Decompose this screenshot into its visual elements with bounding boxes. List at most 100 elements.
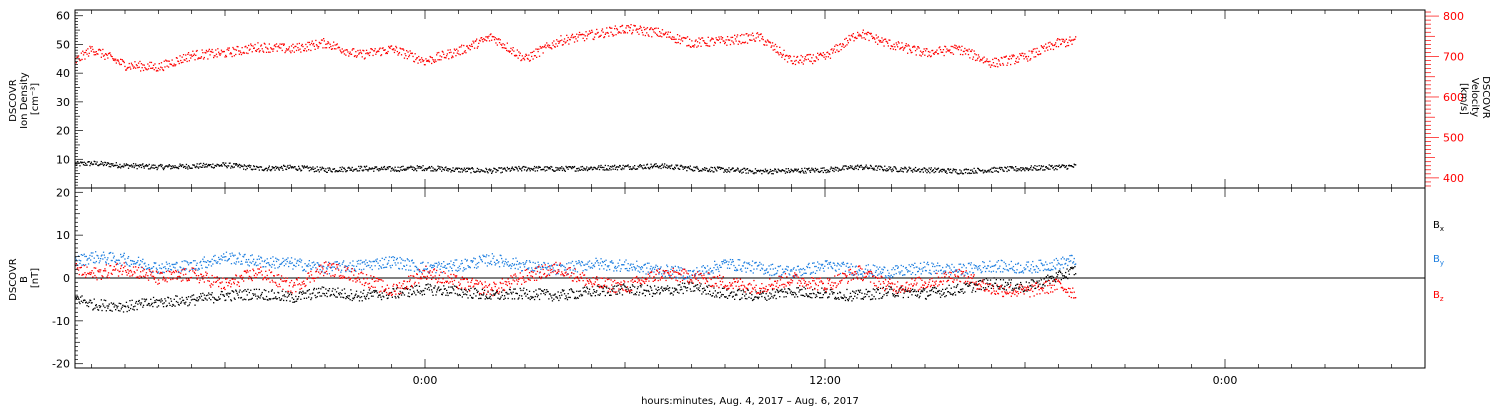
ion-density-point xyxy=(735,169,737,171)
velocity-point xyxy=(624,32,626,34)
bx-point xyxy=(245,298,247,301)
ion-density-point xyxy=(634,165,636,167)
ion-density-point xyxy=(648,167,650,170)
velocity-point xyxy=(671,36,674,38)
ion-density-point xyxy=(141,164,143,166)
velocity-point xyxy=(820,53,822,55)
bx-point xyxy=(977,284,979,286)
by-point xyxy=(275,257,277,259)
bx-point xyxy=(316,296,318,298)
ion-density-point xyxy=(859,166,861,168)
by-point xyxy=(471,261,473,263)
bx-point xyxy=(120,308,122,310)
by-point xyxy=(418,269,420,271)
ion-density-point xyxy=(241,165,243,167)
velocity-point xyxy=(625,27,627,29)
bx-point xyxy=(325,292,328,294)
ion-density-point xyxy=(724,170,726,172)
by-point xyxy=(135,263,137,265)
ion-density-point xyxy=(528,168,531,170)
ion-density-point xyxy=(967,168,970,171)
ion-density-point xyxy=(115,162,117,164)
by-point xyxy=(377,262,379,264)
by-point xyxy=(400,262,402,264)
velocity-point xyxy=(170,63,172,65)
bx-point xyxy=(459,294,461,296)
velocity-point xyxy=(922,53,924,55)
ion-density-point xyxy=(1032,166,1035,168)
bx-point xyxy=(692,290,694,292)
bx-point xyxy=(1015,287,1017,289)
ion-density-point xyxy=(516,168,518,170)
ion-density-point xyxy=(127,167,130,169)
ion-density-point xyxy=(737,168,739,170)
velocity-point xyxy=(383,49,385,51)
bx-point xyxy=(923,289,925,291)
bx-point xyxy=(625,288,627,291)
ion-density-point xyxy=(80,161,82,163)
bx-point xyxy=(549,293,551,295)
ion-density-point xyxy=(178,165,180,167)
velocity-point xyxy=(696,46,698,48)
velocity-point xyxy=(1072,39,1074,41)
bx-point xyxy=(253,294,255,296)
velocity-point xyxy=(744,42,746,44)
bx-point xyxy=(372,295,374,297)
bx-point xyxy=(635,294,637,296)
velocity-point xyxy=(548,46,550,48)
velocity-point xyxy=(728,39,730,41)
ion-density-point xyxy=(779,170,782,172)
ion-density-point xyxy=(152,167,154,169)
velocity-point xyxy=(937,53,940,55)
by-point xyxy=(321,270,323,272)
velocity-point xyxy=(522,57,524,60)
bx-point xyxy=(1034,287,1036,290)
ion-density-point xyxy=(837,170,839,172)
bx-point xyxy=(875,291,877,293)
velocity-point xyxy=(654,27,656,30)
ion-density-point xyxy=(478,168,480,171)
velocity-point xyxy=(470,45,472,47)
velocity-point xyxy=(248,49,250,51)
bx-point xyxy=(526,293,529,295)
ion-density-point xyxy=(565,165,567,168)
bx-point xyxy=(946,287,948,289)
bx-point xyxy=(178,304,180,306)
velocity-point xyxy=(984,61,987,63)
by-point xyxy=(415,265,417,268)
velocity-point xyxy=(906,45,908,47)
velocity-point xyxy=(833,48,835,50)
ion-density-point xyxy=(766,171,768,173)
ion-density-point xyxy=(1040,165,1042,167)
ion-density-point xyxy=(297,169,299,171)
by-point xyxy=(130,263,133,265)
ion-density-point xyxy=(875,165,877,167)
ion-density-point xyxy=(856,165,858,167)
bx-point xyxy=(573,297,576,300)
ion-density-point xyxy=(577,170,579,172)
by-point xyxy=(99,260,101,262)
ion-density-point xyxy=(339,166,341,169)
by-point xyxy=(75,259,77,261)
bx-point xyxy=(956,285,958,287)
by-point xyxy=(112,257,115,259)
velocity-point xyxy=(805,59,807,61)
bx-point xyxy=(643,289,645,291)
ion-density-point xyxy=(1050,165,1052,167)
velocity-point xyxy=(1051,43,1053,45)
ion-density-point xyxy=(373,167,376,170)
ion-density-point xyxy=(574,170,576,172)
velocity-point xyxy=(835,44,837,46)
velocity-point xyxy=(145,68,147,70)
velocity-point xyxy=(585,31,587,33)
velocity-point xyxy=(1063,41,1065,43)
by-point xyxy=(107,263,110,265)
velocity-point xyxy=(907,52,909,54)
by-point xyxy=(205,266,207,268)
ion-density-point xyxy=(689,165,691,167)
by-point xyxy=(258,255,260,257)
bx-point xyxy=(654,293,656,295)
ion-density-point xyxy=(695,167,697,169)
bx-point xyxy=(933,287,935,289)
bx-point xyxy=(836,297,838,300)
